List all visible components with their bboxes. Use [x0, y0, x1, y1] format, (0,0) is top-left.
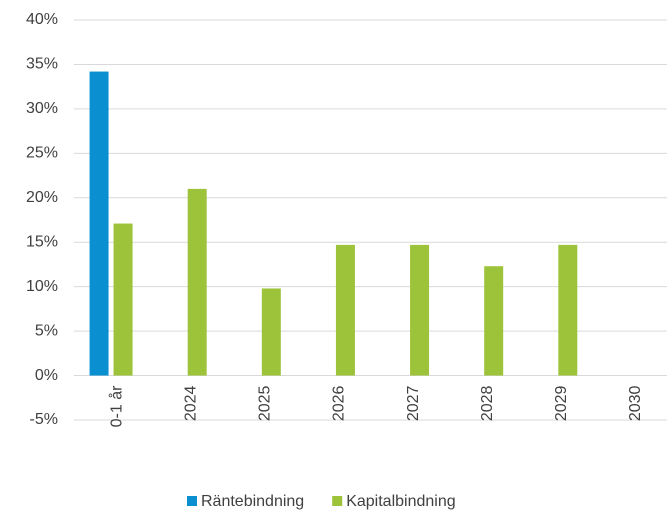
bar [113, 223, 133, 376]
bar [558, 244, 578, 376]
bar [187, 188, 207, 376]
x-tick-label: 2030 [627, 385, 644, 421]
x-tick-label: 2025 [257, 385, 274, 421]
legend-label: Kapitalbindning [346, 493, 455, 510]
y-tick-label: 10% [26, 278, 58, 295]
y-tick-label: 30% [26, 100, 58, 117]
x-tick-label: 2029 [553, 385, 570, 421]
legend-swatch [187, 496, 197, 506]
bar [89, 71, 109, 376]
y-tick-label: 5% [35, 322, 58, 339]
y-tick-label: 25% [26, 145, 58, 162]
y-tick-label: 40% [26, 11, 58, 28]
y-tick-label: 15% [26, 233, 58, 250]
legend-label: Räntebindning [201, 493, 304, 510]
y-tick-label: 20% [26, 189, 58, 206]
y-tick-label: 35% [26, 56, 58, 73]
x-tick-label: 0-1 år [107, 385, 125, 427]
y-tick-label: 0% [35, 367, 58, 384]
bar [410, 244, 430, 376]
bar [484, 266, 504, 376]
x-tick-label: 2028 [479, 385, 496, 421]
x-tick-label: 2026 [331, 385, 348, 421]
x-tick-label: 2027 [405, 385, 422, 421]
x-tick-label: 2024 [182, 385, 199, 421]
bar [261, 288, 281, 376]
y-tick-label: -5% [30, 411, 58, 428]
bar [335, 244, 355, 376]
legend-swatch [332, 496, 343, 506]
